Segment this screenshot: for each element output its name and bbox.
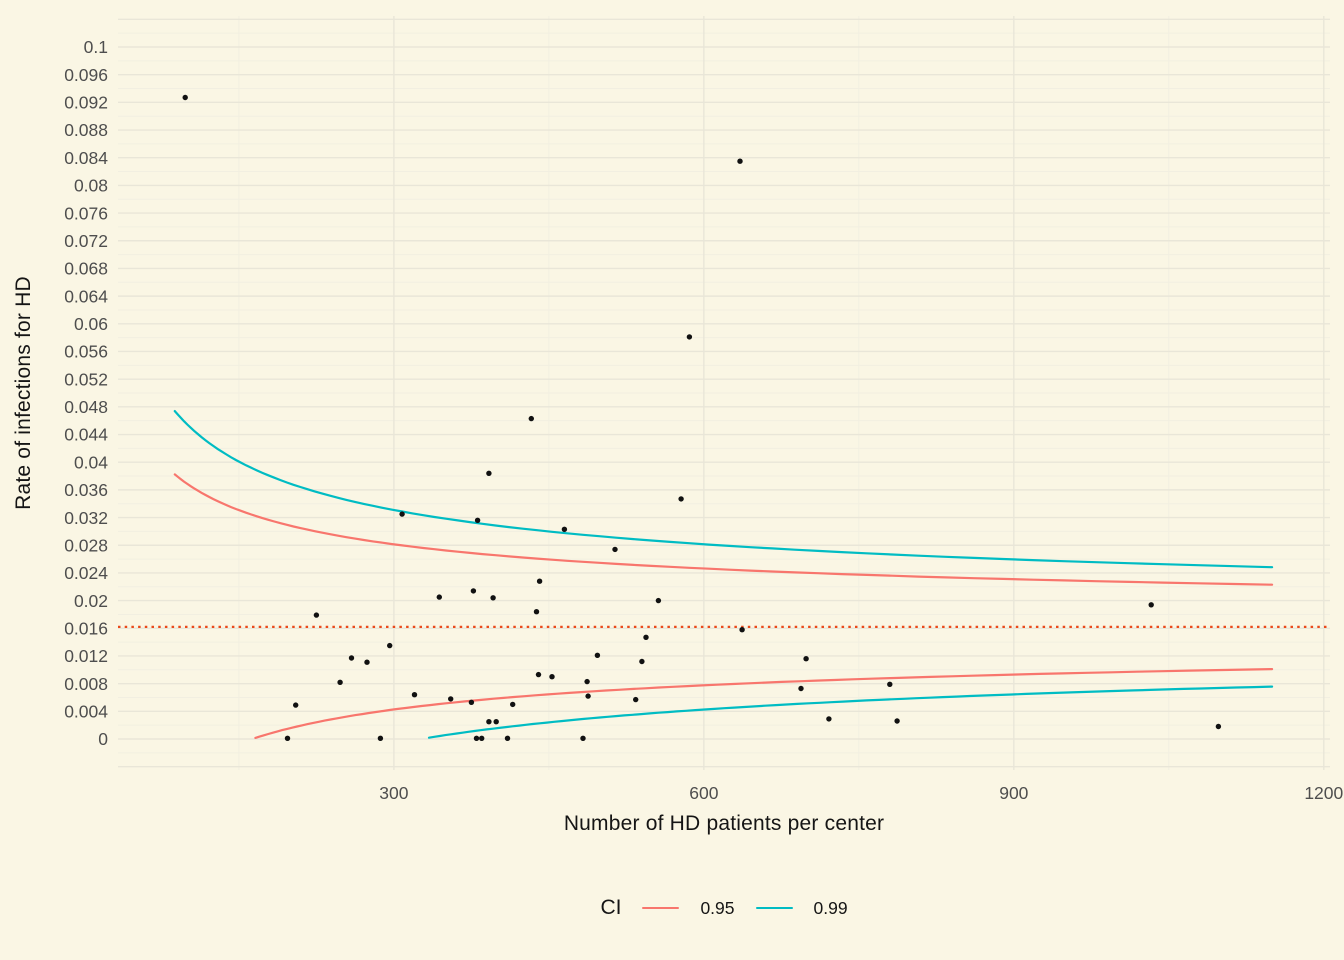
y-tick-label: 0.084	[64, 148, 108, 168]
y-tick-label: 0.1	[84, 37, 108, 57]
y-tick-label: 0.012	[64, 646, 108, 666]
y-tick-label: 0.092	[64, 93, 108, 113]
y-tick-label: 0.044	[64, 425, 108, 445]
legend-title: CI	[600, 896, 622, 919]
data-point	[182, 94, 188, 101]
data-point	[798, 685, 804, 692]
y-tick-label: 0	[98, 729, 108, 749]
data-point	[486, 470, 492, 476]
data-point	[504, 735, 511, 741]
data-point	[411, 692, 418, 698]
y-tick-label: 0.004	[64, 702, 108, 722]
y-tick-label: 0.036	[64, 480, 108, 500]
y-tick-label: 0.068	[64, 259, 108, 279]
ci-lower-curve-0.99	[427, 685, 1274, 739]
data-point	[561, 526, 568, 532]
ci-upper-curve-0.99	[173, 410, 1274, 569]
y-tick-label: 0.008	[64, 674, 108, 694]
data-point	[894, 718, 900, 724]
data-point	[486, 719, 492, 725]
data-point	[293, 702, 299, 708]
y-tick-label: 0.096	[64, 65, 108, 85]
data-point	[535, 671, 542, 678]
x-tick-label: 600	[689, 783, 718, 803]
data-point	[549, 674, 555, 680]
x-tick-label: 900	[999, 783, 1028, 803]
data-point	[585, 693, 591, 699]
legend-line-ci95	[642, 906, 680, 910]
data-point	[284, 735, 291, 741]
data-point	[678, 496, 684, 502]
ci-upper-curve-0.95	[173, 473, 1274, 586]
data-point	[594, 652, 601, 658]
data-point	[1215, 723, 1222, 730]
data-point	[490, 595, 496, 601]
data-point	[470, 588, 477, 594]
legend-item-ci99: 0.99	[755, 897, 848, 919]
x-axis-title: Number of HD patients per center	[563, 812, 885, 835]
data-point	[655, 597, 662, 604]
data-point	[436, 594, 442, 600]
y-tick-label: 0.06	[74, 314, 108, 334]
data-point	[493, 719, 499, 725]
data-point	[737, 158, 743, 164]
data-point	[887, 681, 893, 687]
legend: CI 0.95 0.99	[118, 889, 1330, 927]
ci-lower-curve-0.95	[254, 668, 1274, 739]
legend-line-ci99	[755, 906, 793, 910]
legend-item-ci95: 0.95	[642, 897, 735, 919]
y-tick-label: 0.048	[64, 397, 108, 417]
data-point	[474, 517, 481, 523]
y-tick-label: 0.032	[64, 508, 108, 528]
data-point	[643, 634, 649, 640]
legend-label-ci95: 0.95	[700, 897, 735, 918]
data-point	[479, 735, 485, 741]
data-point	[739, 627, 745, 633]
data-point	[473, 735, 480, 741]
data-point	[313, 612, 320, 618]
y-axis-title: Rate of infections for HD	[12, 276, 35, 510]
data-point	[399, 511, 405, 517]
y-tick-label: 0.08	[74, 176, 108, 196]
y-tick-label: 0.016	[64, 618, 108, 638]
data-point	[364, 659, 370, 665]
y-tick-label: 0.04	[74, 452, 108, 472]
data-point	[612, 546, 618, 553]
data-point	[633, 696, 639, 703]
data-point	[584, 678, 590, 685]
data-point	[1148, 602, 1154, 608]
data-point	[377, 735, 384, 741]
data-point	[337, 679, 343, 685]
data-point	[826, 716, 832, 722]
y-tick-label: 0.064	[64, 286, 108, 306]
data-point	[580, 735, 586, 741]
data-point	[686, 334, 693, 340]
legend-label-ci99: 0.99	[813, 897, 848, 918]
data-point	[387, 642, 393, 649]
y-tick-label: 0.052	[64, 369, 108, 389]
y-tick-label: 0.024	[64, 563, 108, 583]
data-point	[528, 415, 534, 422]
data-point	[468, 699, 475, 705]
x-tick-label: 1200	[1304, 783, 1343, 803]
data-point	[510, 701, 516, 708]
y-tick-label: 0.028	[64, 535, 108, 555]
data-point	[803, 656, 809, 662]
y-tick-label: 0.02	[74, 591, 108, 611]
data-point	[536, 578, 543, 584]
data-point	[448, 696, 454, 702]
x-tick-label: 300	[379, 783, 408, 803]
y-tick-label: 0.072	[64, 231, 108, 251]
data-point	[533, 609, 540, 615]
y-tick-label: 0.088	[64, 120, 108, 140]
data-point	[639, 658, 645, 665]
y-tick-label: 0.076	[64, 203, 108, 223]
y-tick-label: 0.056	[64, 342, 108, 362]
data-point	[348, 655, 355, 661]
